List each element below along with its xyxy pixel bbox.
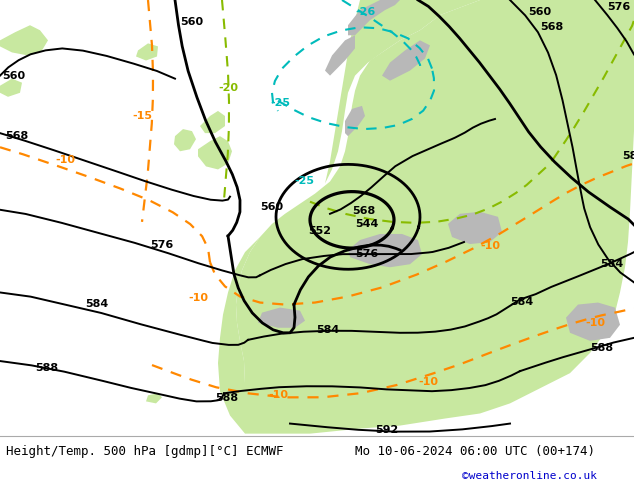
Text: 584: 584 [85, 298, 108, 309]
Text: -15: -15 [132, 111, 152, 121]
Text: -26: -26 [355, 7, 375, 17]
Text: 560: 560 [260, 202, 283, 212]
Text: 584: 584 [316, 325, 339, 335]
Polygon shape [136, 44, 158, 60]
Polygon shape [348, 0, 400, 35]
Polygon shape [566, 302, 620, 341]
Text: 576: 576 [607, 2, 630, 12]
Text: 568: 568 [352, 206, 375, 216]
Text: -20: -20 [218, 83, 238, 93]
Text: 576: 576 [150, 240, 173, 250]
Polygon shape [325, 0, 480, 184]
Text: -10: -10 [55, 155, 75, 166]
Text: 584: 584 [600, 259, 623, 269]
Text: Mo 10-06-2024 06:00 UTC (00+174): Mo 10-06-2024 06:00 UTC (00+174) [355, 445, 595, 458]
Polygon shape [348, 234, 422, 267]
Text: 576: 576 [355, 249, 378, 259]
Text: 592: 592 [375, 425, 398, 435]
Text: Height/Temp. 500 hPa [gdmp][°C] ECMWF: Height/Temp. 500 hPa [gdmp][°C] ECMWF [6, 445, 283, 458]
Polygon shape [198, 136, 232, 170]
Text: 584: 584 [510, 296, 533, 307]
Text: -25: -25 [270, 98, 290, 108]
Polygon shape [382, 40, 430, 81]
Text: 58: 58 [622, 151, 634, 161]
Text: 588: 588 [215, 393, 238, 403]
Polygon shape [0, 79, 22, 97]
Text: 568: 568 [5, 131, 29, 141]
Text: 560: 560 [528, 7, 551, 17]
Polygon shape [174, 129, 196, 151]
Text: 568: 568 [540, 22, 563, 32]
Polygon shape [236, 0, 634, 434]
Text: ©weatheronline.co.uk: ©weatheronline.co.uk [462, 471, 597, 481]
Text: -10: -10 [418, 377, 438, 387]
Text: 588: 588 [590, 343, 613, 353]
Polygon shape [325, 35, 355, 75]
Text: -10: -10 [585, 318, 605, 328]
Polygon shape [146, 393, 162, 403]
Text: 560: 560 [2, 71, 25, 81]
Polygon shape [258, 308, 305, 328]
Text: -25: -25 [294, 175, 314, 186]
Text: -10: -10 [188, 293, 208, 302]
Text: 588: 588 [35, 363, 58, 373]
Text: -10: -10 [480, 241, 500, 251]
Polygon shape [448, 212, 502, 244]
Text: 560: 560 [180, 17, 203, 27]
Polygon shape [200, 111, 225, 133]
Polygon shape [345, 106, 365, 136]
Text: 544: 544 [355, 219, 378, 229]
Text: -10: -10 [268, 391, 288, 400]
Polygon shape [218, 224, 272, 434]
Polygon shape [0, 25, 48, 55]
Text: 552: 552 [308, 226, 331, 236]
